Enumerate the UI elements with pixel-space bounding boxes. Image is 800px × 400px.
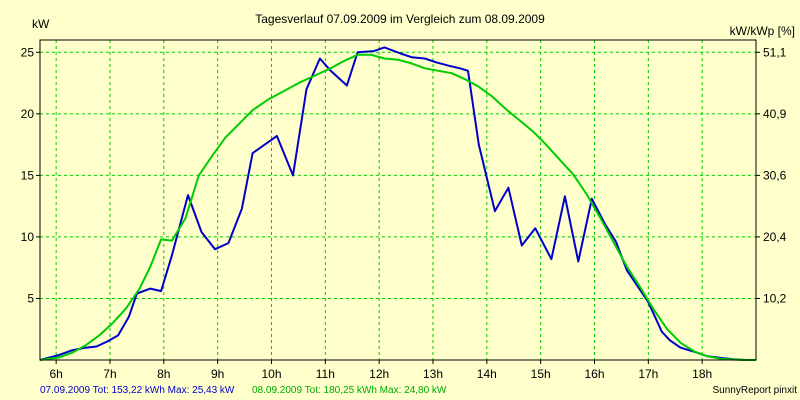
x-tick-label: 11h <box>316 367 335 381</box>
y-axis-right-label: kW/kWp [%] <box>730 24 795 38</box>
y-tick-label: 20 <box>21 107 35 121</box>
x-tick-label: 13h <box>423 367 443 381</box>
y-axis-left-label: kW <box>32 17 50 31</box>
footer-series1-summary: 07.09.2009 Tot: 153,22 kWh Max: 25,43 kW <box>40 385 235 396</box>
y2-tick-label: 20,4 <box>763 230 787 244</box>
x-tick-label: 9h <box>211 367 224 381</box>
chart-title: Tagesverlauf 07.09.2009 im Vergleich zum… <box>255 12 545 26</box>
grid-lines <box>40 40 756 360</box>
y-tick-label: 15 <box>21 168 35 182</box>
x-tick-label: 17h <box>638 367 658 381</box>
series-line-1 <box>39 46 756 361</box>
series-line-2 <box>39 53 756 361</box>
x-tick-label: 14h <box>477 367 497 381</box>
x-tick-label: 7h <box>103 367 116 381</box>
x-tick-label: 6h <box>49 367 62 381</box>
footer-series2-summary: 08.09.2009 Tot: 180,25 kWh Max: 24,80 kW <box>252 385 447 396</box>
x-tick-label: 10h <box>261 367 281 381</box>
x-tick-label: 12h <box>369 367 389 381</box>
x-tick-label: 16h <box>584 367 604 381</box>
x-tick-label: 18h <box>692 367 712 381</box>
y2-tick-label: 51,1 <box>763 45 787 59</box>
y2-tick-label: 10,2 <box>763 291 787 305</box>
y-tick-label: 5 <box>27 291 34 305</box>
y2-tick-label: 40,9 <box>763 107 787 121</box>
y-axis-ticks: 5 10 15 20 25 <box>21 45 40 305</box>
plot-frame <box>39 39 757 361</box>
footer-credit: SunnyReport pinxit <box>713 385 798 396</box>
y2-tick-label: 30,6 <box>763 168 787 182</box>
x-tick-label: 8h <box>157 367 170 381</box>
x-axis-ticks: 6h 7h 8h 9h 10h 11h 12h 13h 14h 15h 16h 17h 18h <box>49 360 712 381</box>
x-tick-label: 15h <box>531 367 551 381</box>
y-tick-label: 25 <box>21 45 35 59</box>
y2-axis-ticks: 10,2 20,4 30,6 40,9 51,1 <box>756 45 787 305</box>
series-lines <box>39 46 756 361</box>
y-tick-label: 10 <box>21 230 35 244</box>
